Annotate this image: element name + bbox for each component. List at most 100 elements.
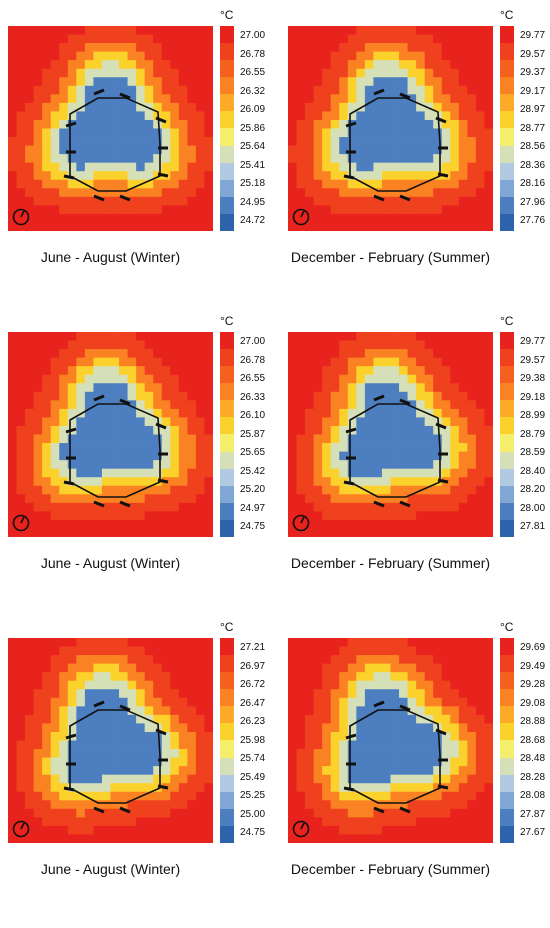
heatmap-cell [313,94,323,104]
heatmap-cell [76,179,86,189]
heatmap-cell [136,408,146,418]
heatmap-cell [441,340,451,350]
heatmap-cell [110,655,120,665]
heatmap-cell [364,137,374,146]
heatmap-cell [84,723,94,733]
heatmap-cell [42,749,52,758]
heatmap-cell [399,663,408,673]
heatmap-cell [450,757,460,767]
heatmap-cell [467,145,477,155]
heatmap-cell [161,213,171,223]
heatmap-cell [390,179,400,189]
heatmap-cell [8,34,17,44]
heatmap-cell [195,222,205,231]
heatmap-cell [50,340,60,350]
colorbar-unit: °C [220,8,234,22]
heatmap-cell [170,791,180,801]
heatmap-cell [153,663,163,673]
colorbar-segment [220,519,234,537]
heatmap-cell [170,451,180,461]
heatmap-cell [136,68,146,78]
heatmap-cell [330,434,340,444]
heatmap-cell [407,834,417,843]
heatmap-cell [330,374,340,384]
window-mark [399,92,411,100]
colorbar-tick-label: 28.79 [520,428,546,440]
heatmap-cell [178,655,188,665]
heatmap-cell [296,366,306,376]
heatmap-cell [407,145,417,155]
heatmap-cell [42,655,52,665]
heatmap-cell [399,374,408,384]
heatmap-cell [364,332,374,341]
heatmap-cell [127,757,137,767]
heatmap-cell [144,723,154,733]
heatmap-cell [16,834,26,843]
heatmap-cell [322,528,332,537]
heatmap-cell [305,111,315,121]
heatmap-cell [195,332,205,341]
heatmap-cell [364,425,374,435]
heatmap-cell [67,434,77,444]
heatmap-cell [84,680,94,690]
heatmap-cell [187,663,197,673]
heatmap-cell [204,800,213,810]
heatmap-cell [356,774,366,784]
heatmap-cell [441,34,451,44]
heatmap-cell [433,383,443,393]
heatmap-cell [416,366,426,376]
heatmap-cell [178,689,188,699]
heatmap-cell [42,111,52,121]
heatmap-cell [127,663,137,673]
heatmap-cell [144,357,154,367]
heatmap-cell [475,749,485,758]
heatmap-cell [330,502,340,512]
heatmap-cell [296,60,306,70]
heatmap-cell [187,808,197,818]
heatmap-cell [322,434,332,444]
heatmap-cell [178,663,188,673]
colorbar-tick-label: 27.76 [520,215,546,226]
heatmap-cell [441,425,451,435]
heatmap-cell [170,757,180,767]
heatmap-cell [296,391,306,401]
heatmap-cell [178,77,188,87]
heatmap-cell [153,34,163,44]
heatmap-cell [136,749,146,758]
heatmap-cell [204,528,213,537]
heatmap-cell [305,697,315,707]
heatmap-cell [450,332,460,341]
heatmap-cell [373,68,383,78]
heatmap-cell [84,425,94,435]
heatmap-cell [119,43,128,53]
heatmap-cell [364,400,374,410]
heatmap-cell [16,655,26,665]
heatmap-cell [381,749,391,758]
heatmap-cell [144,740,154,750]
heatmap-cell [458,689,468,699]
heatmap-cell [187,740,197,750]
heatmap-cell [84,34,94,44]
heatmap-cell [119,689,128,699]
heatmap-cell [296,119,306,129]
heatmap-cell [373,349,383,359]
heatmap-cell [187,519,197,529]
heatmap-cell [144,417,154,427]
heatmap-cell [204,119,213,129]
heatmap-cell [59,808,69,818]
heatmap-cell [484,425,493,435]
heatmap-cell [178,817,188,827]
heatmap-cell [76,417,86,427]
heatmap-cell [330,740,340,750]
heatmap-cell [195,723,205,733]
heatmap-cell [416,154,426,164]
heatmap-cell [475,213,485,223]
heatmap-cell [296,774,306,784]
heatmap-cell [187,757,197,767]
heatmap-cell [364,646,374,656]
heatmap-cell [305,783,315,793]
heatmap-cell [373,128,383,138]
heatmap-cell [373,179,383,189]
heatmap-cell [76,519,86,529]
colorbar-segment [220,179,234,197]
